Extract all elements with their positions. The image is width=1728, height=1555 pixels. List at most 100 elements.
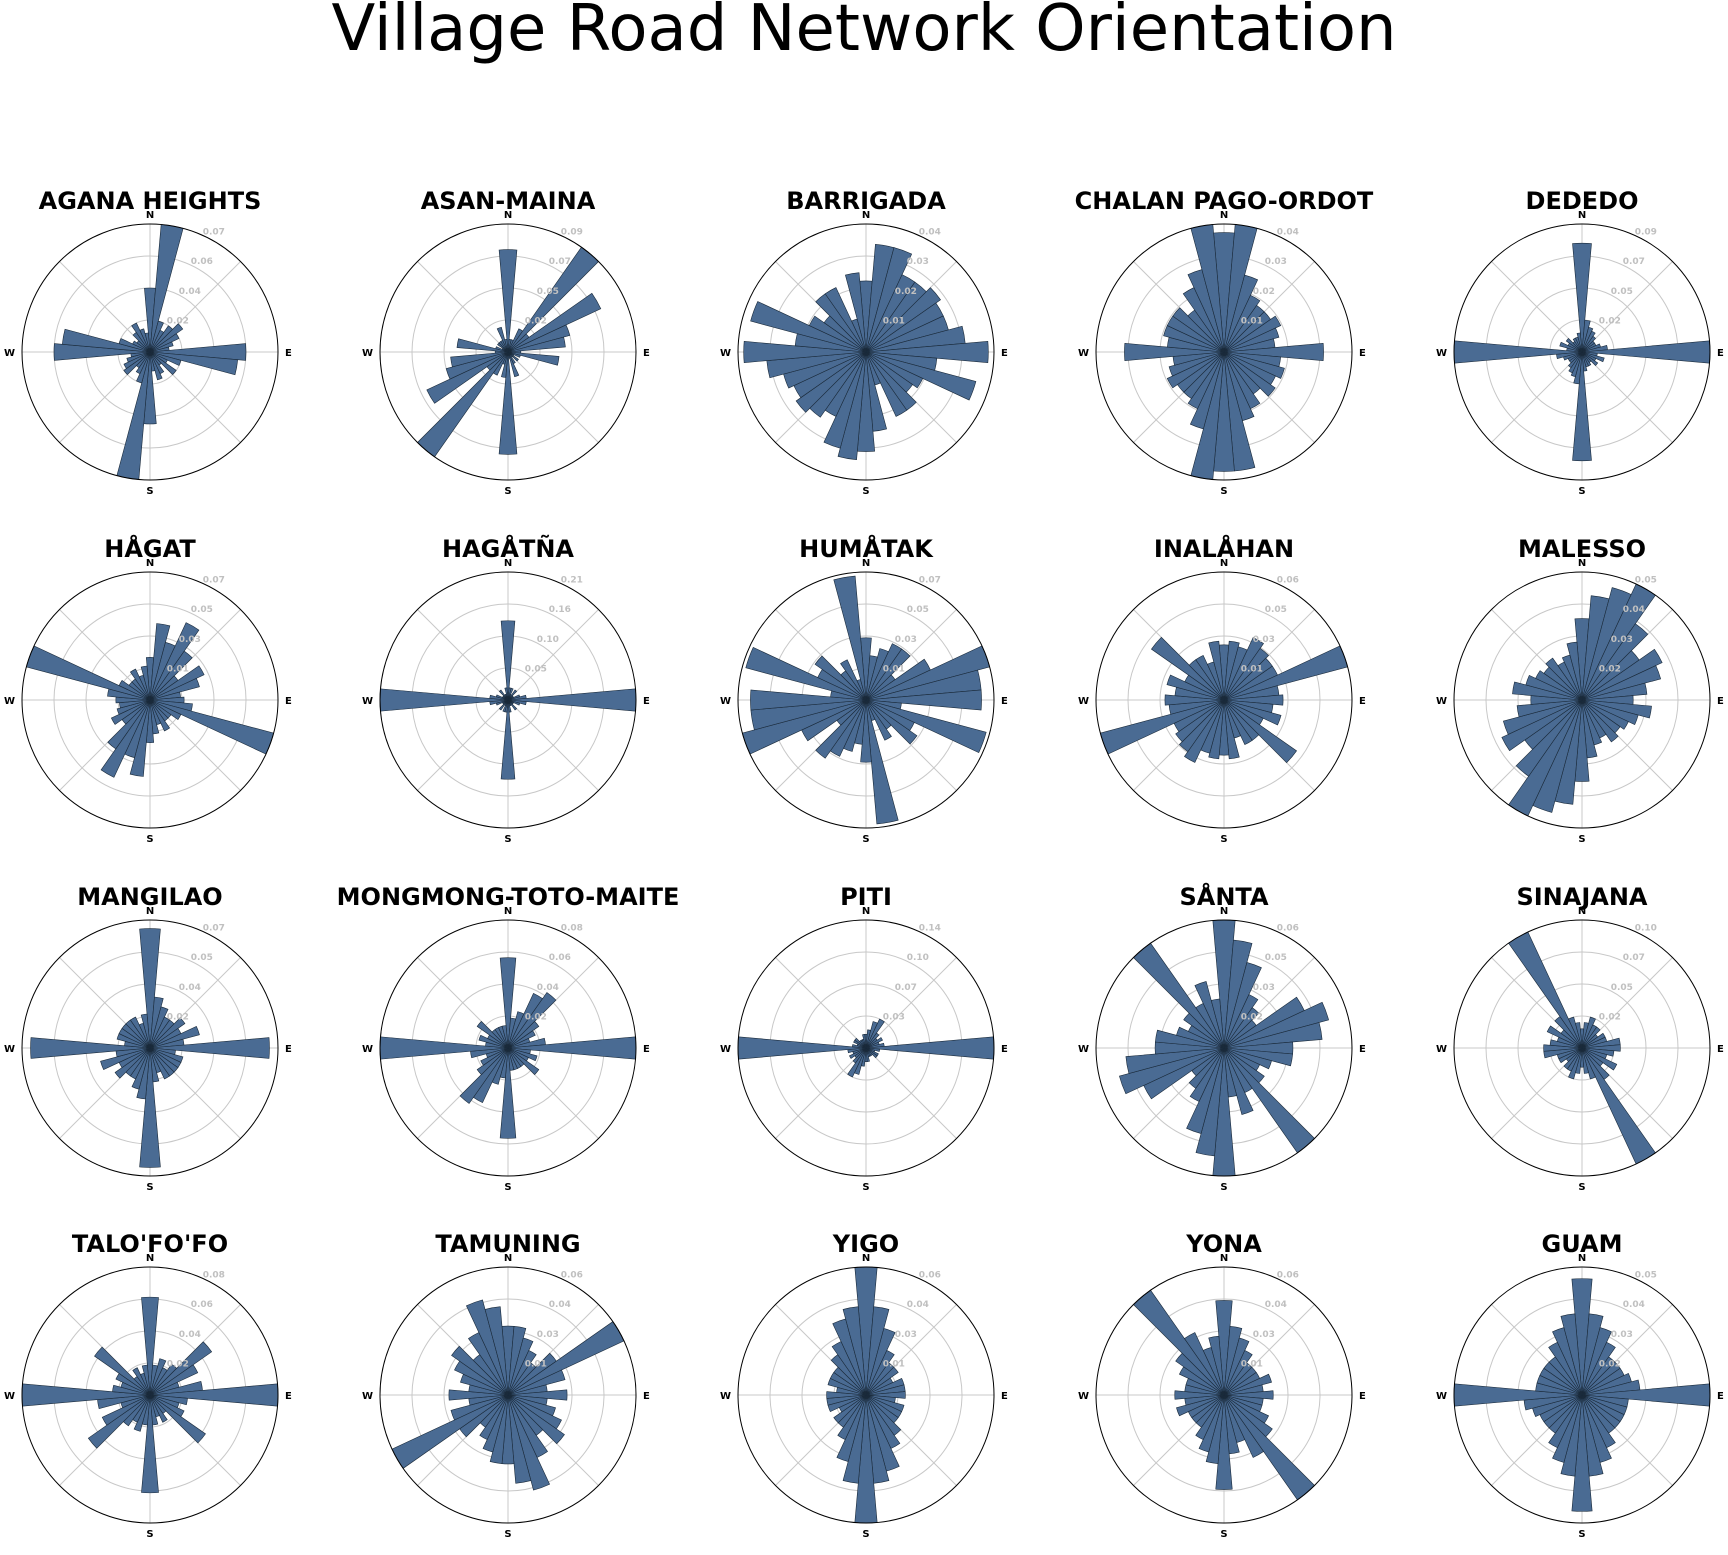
rose-bar xyxy=(750,689,867,711)
grid-ring xyxy=(53,603,247,797)
rose-bar xyxy=(30,1037,151,1059)
grid-ring xyxy=(1485,951,1679,1145)
rose-bar xyxy=(1571,1394,1593,1512)
rose-bar xyxy=(507,1389,568,1401)
rose-bar xyxy=(1187,351,1225,410)
rose-bar xyxy=(87,1394,151,1449)
rose-chart: 0.09 0.07 0.05 0.02 N E S W xyxy=(1436,210,1724,497)
radial-tick-label: 0.21 xyxy=(561,576,583,586)
rose-bar xyxy=(1208,640,1225,701)
grid-ring xyxy=(1127,603,1321,797)
radial-tick-label: 0.06 xyxy=(1277,924,1299,934)
rose-bar xyxy=(865,1018,885,1049)
cardinal-label-n: N xyxy=(862,210,870,221)
radial-tick-label: 0.02 xyxy=(1599,665,1621,675)
rose-bar xyxy=(1208,1335,1225,1396)
rose-bar xyxy=(865,648,911,701)
radial-tick-label: 0.04 xyxy=(179,287,201,297)
outer-ring xyxy=(21,919,279,1177)
radial-tick-label: 0.04 xyxy=(1623,605,1645,615)
cardinal-label-n: N xyxy=(862,558,870,569)
cardinal-label-n: N xyxy=(1578,906,1586,917)
cardinal-label-n: N xyxy=(1578,558,1586,569)
outer-ring xyxy=(379,571,637,829)
rose-bar xyxy=(1566,641,1583,701)
radial-tick-label: 0.06 xyxy=(561,1271,583,1281)
rose-bar xyxy=(149,1341,213,1396)
rose-bar xyxy=(507,292,602,353)
rose-bar xyxy=(507,351,520,378)
rose-bar xyxy=(116,699,151,715)
cardinal-label-s: S xyxy=(1578,1182,1585,1193)
radial-tick-label: 0.08 xyxy=(561,924,583,934)
rose-bar xyxy=(865,699,892,741)
rose-bar xyxy=(1581,1047,1596,1080)
rose-bar xyxy=(1215,1394,1233,1490)
rose-bar xyxy=(1581,623,1649,701)
rose-bar xyxy=(123,351,151,376)
rose-bar xyxy=(833,575,867,701)
radial-tick-label: 0.07 xyxy=(1623,953,1645,963)
outer-ring xyxy=(379,1266,637,1524)
radial-tick-label: 0.09 xyxy=(1635,228,1657,238)
radial-tick-label: 0.05 xyxy=(1635,1271,1657,1281)
radial-tick-label: 0.01 xyxy=(883,665,905,675)
rose-bar xyxy=(865,341,989,363)
grid-ring xyxy=(85,635,215,765)
rose-bar xyxy=(1223,1390,1274,1400)
radial-tick-label: 0.07 xyxy=(203,576,225,586)
radial-tick-label: 0.04 xyxy=(907,1300,929,1310)
radial-tick-label: 0.04 xyxy=(1623,1300,1645,1310)
rose-bar xyxy=(1166,674,1225,701)
rose-bar xyxy=(1581,1047,1656,1165)
rose-bar xyxy=(149,1394,206,1444)
cardinal-label-s: S xyxy=(504,1182,511,1193)
rose-bar xyxy=(504,687,509,701)
rose-bar xyxy=(465,1299,509,1396)
rose-bar xyxy=(865,699,987,753)
rose-bar xyxy=(144,332,151,353)
rose-bar xyxy=(507,1047,540,1076)
rose-bar xyxy=(500,699,516,780)
rose-bar xyxy=(149,677,200,701)
rose-bar xyxy=(1501,699,1583,752)
radial-tick-label: 0.05 xyxy=(525,665,547,675)
rose-bar xyxy=(1581,665,1662,701)
rose-chart: 0.06 0.05 0.03 0.01 N E S W xyxy=(1078,558,1366,845)
rose-chart: 0.07 0.05 0.03 0.01 N E S W xyxy=(720,558,1008,845)
cardinal-label-e: E xyxy=(643,696,650,707)
rose-bar xyxy=(149,699,170,732)
rose-bar xyxy=(1576,332,1583,353)
rose-bar xyxy=(743,341,867,363)
rose-bar xyxy=(149,1047,170,1080)
cardinal-label-e: E xyxy=(1359,1391,1366,1402)
rose-bar xyxy=(1124,342,1225,362)
rose-bar xyxy=(1546,1025,1583,1049)
cardinal-label-n: N xyxy=(504,558,512,569)
rose-chart: 0.08 0.06 0.04 0.02 N E S W xyxy=(4,1253,292,1540)
rose-bar xyxy=(840,659,867,701)
outer-ring xyxy=(1095,919,1353,1177)
rose-bar xyxy=(1119,1047,1225,1095)
rose-bar xyxy=(1168,351,1225,377)
rose-bar xyxy=(507,1337,534,1396)
rose-bar xyxy=(1150,636,1225,701)
radial-tick-label: 0.03 xyxy=(537,1330,559,1340)
radial-tick-label: 0.03 xyxy=(883,1013,905,1023)
rose-bar xyxy=(123,351,151,369)
grid-ring xyxy=(1127,1298,1321,1492)
rose-bar xyxy=(149,323,184,353)
rose-bar xyxy=(141,1296,159,1396)
rose-bar xyxy=(1215,1300,1233,1396)
radial-tick-label: 0.03 xyxy=(895,1330,917,1340)
cardinal-label-n: N xyxy=(1578,1253,1586,1264)
rose-bar xyxy=(1210,998,1225,1049)
rose-bar xyxy=(865,247,913,353)
cardinal-label-s: S xyxy=(1220,1529,1227,1540)
rose-bar xyxy=(507,1020,540,1049)
rose-bar xyxy=(149,1037,270,1059)
radial-tick-label: 0.02 xyxy=(895,287,917,297)
rose-bar xyxy=(1572,351,1592,462)
rose-bar xyxy=(149,333,180,353)
rose-bar xyxy=(808,315,867,353)
